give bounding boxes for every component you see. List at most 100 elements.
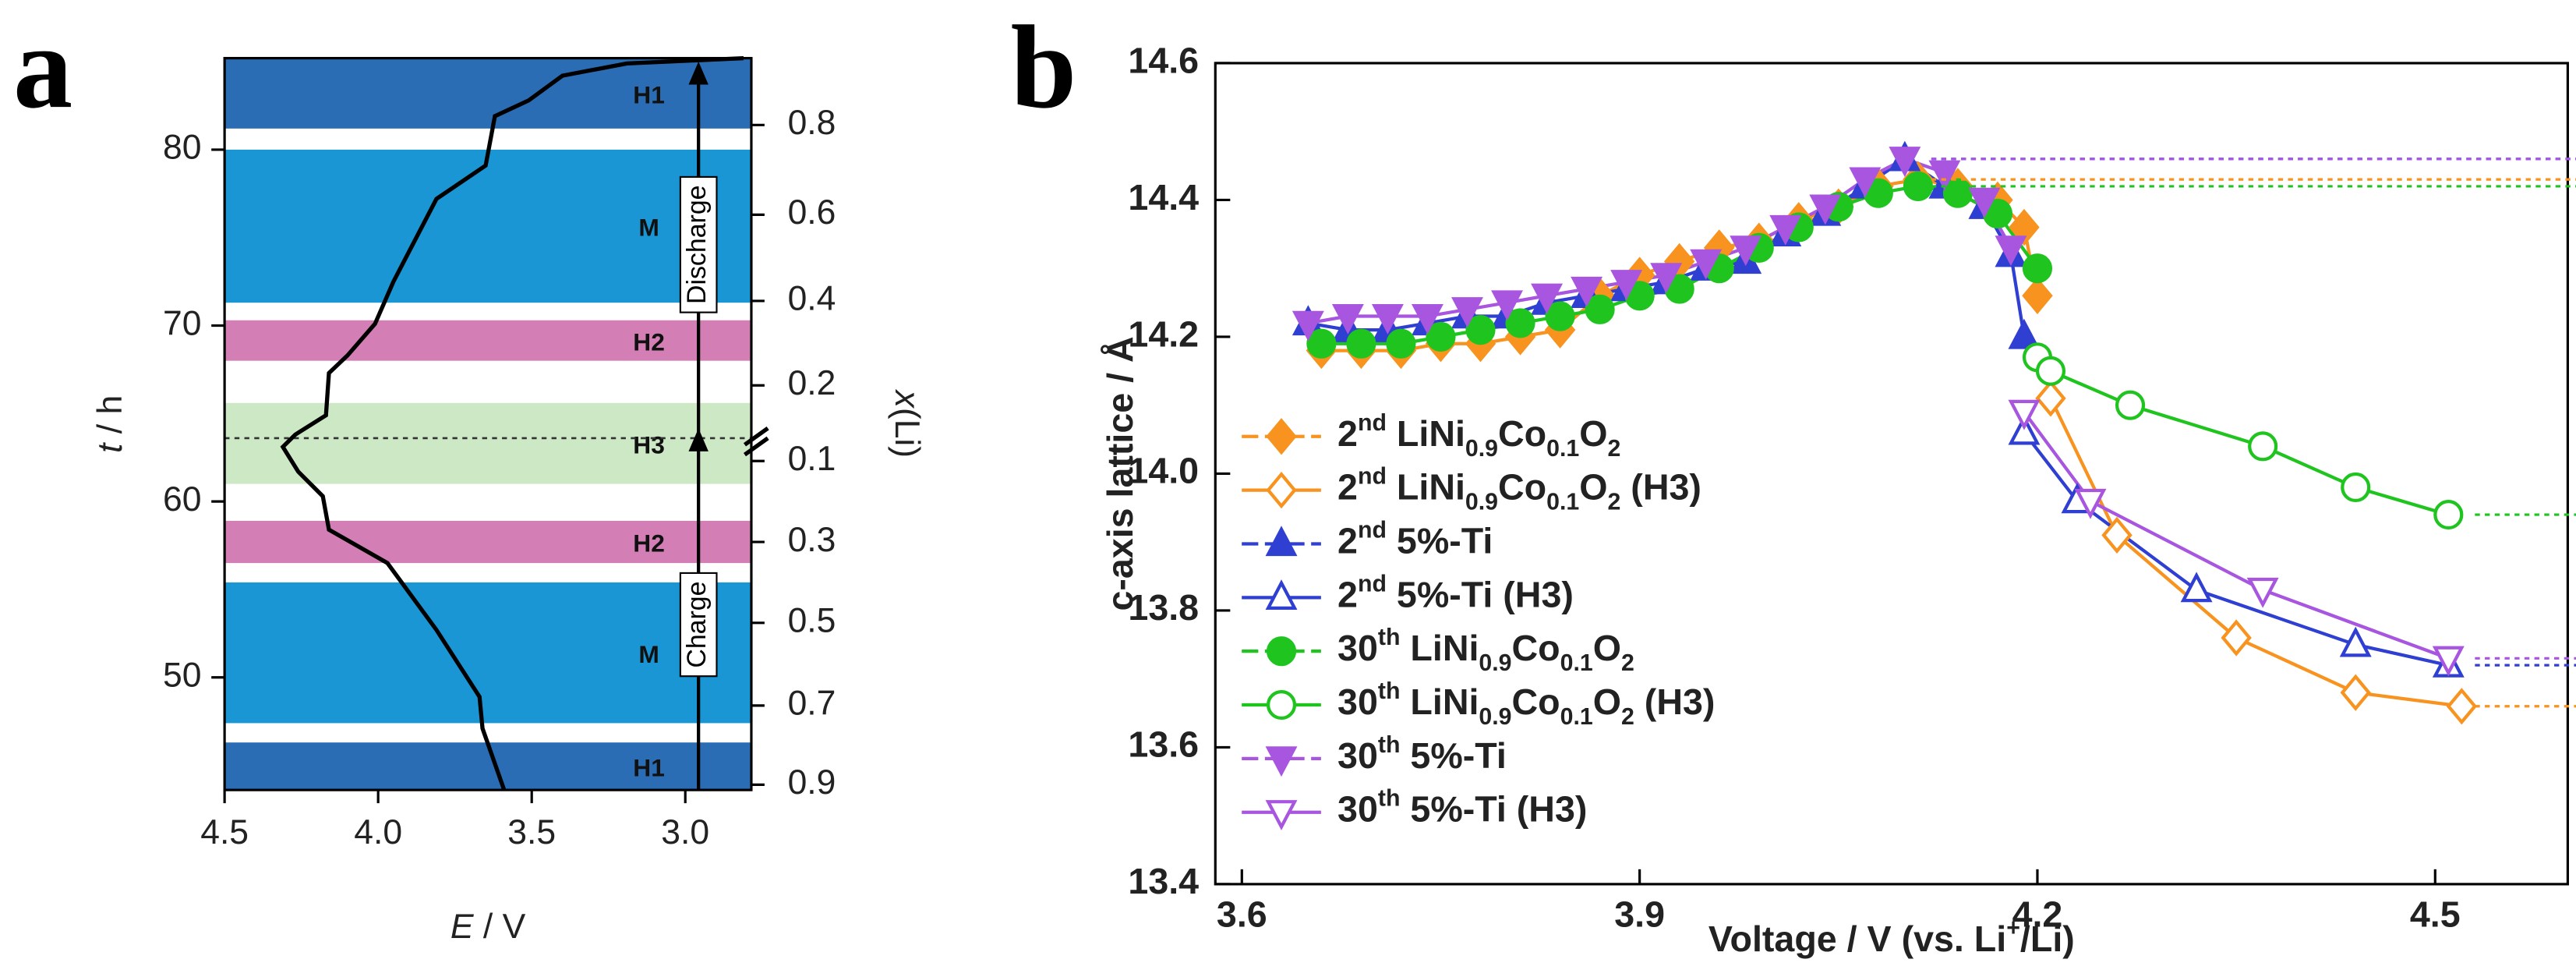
text-part: / V bbox=[474, 908, 526, 946]
text-part: (H3) bbox=[1620, 467, 1701, 508]
marker bbox=[2008, 318, 2041, 349]
x-tick-label: 3.0 bbox=[661, 813, 709, 851]
marker bbox=[2341, 472, 2371, 503]
voltage-curve bbox=[280, 55, 744, 791]
marker bbox=[1730, 235, 1762, 267]
marker bbox=[1903, 171, 1933, 201]
axis-break bbox=[743, 427, 769, 457]
marker bbox=[2248, 431, 2278, 462]
marker bbox=[2115, 390, 2146, 420]
x-tick-label: 4.0 bbox=[354, 813, 402, 851]
y-axis-label: t / h bbox=[91, 395, 129, 453]
x-tick-label: 4.5 bbox=[200, 813, 249, 851]
y2-tick-label: 0.3 bbox=[788, 521, 836, 559]
arrow-head bbox=[688, 61, 708, 85]
text-part: 2 bbox=[1608, 489, 1621, 515]
text-part: 5%-Ti (H3) bbox=[1400, 789, 1587, 830]
direction-label: Charge bbox=[682, 582, 712, 668]
marker bbox=[1505, 308, 1535, 338]
legend-marker bbox=[1266, 689, 1297, 720]
text-part: 0.1 bbox=[1560, 704, 1593, 730]
text-part: th bbox=[1378, 678, 1401, 704]
text-part: /Li) bbox=[2020, 919, 2075, 959]
legend-marker bbox=[1265, 579, 1298, 611]
marker bbox=[1585, 294, 1615, 324]
text-part: 0.9 bbox=[1465, 435, 1498, 461]
marker bbox=[1531, 283, 1564, 314]
label-box bbox=[679, 572, 718, 678]
text-part: 30 bbox=[1337, 789, 1378, 830]
y-tick-label: 60 bbox=[163, 480, 201, 519]
text-part: 0.9 bbox=[1479, 650, 1511, 676]
marker bbox=[1849, 167, 1882, 198]
marker bbox=[1690, 249, 1723, 280]
marker bbox=[2339, 626, 2372, 657]
legend-marker bbox=[1266, 471, 1297, 509]
y-tick-label: 14.2 bbox=[1128, 313, 1199, 354]
band-label: H1 bbox=[633, 80, 665, 108]
label-box bbox=[679, 175, 718, 313]
y-tick-label: 50 bbox=[163, 657, 201, 695]
text-part: O bbox=[1579, 413, 1607, 454]
marker bbox=[2009, 208, 2040, 246]
y2-tick-label: 0.8 bbox=[788, 104, 836, 142]
text-part: 2 bbox=[1337, 467, 1358, 508]
text-part: 2 bbox=[1337, 575, 1358, 615]
arrow-head bbox=[688, 428, 708, 451]
y2-tick-label: 0.6 bbox=[788, 193, 836, 232]
marker bbox=[1331, 303, 1364, 335]
phase-band bbox=[224, 58, 751, 129]
marker bbox=[2035, 356, 2066, 386]
legend-label: 30th 5%-Ti (H3) bbox=[1337, 785, 1587, 830]
band-label: M bbox=[638, 214, 659, 242]
marker bbox=[2035, 380, 2066, 417]
y-tick-label: 70 bbox=[163, 304, 201, 342]
marker bbox=[1346, 328, 1376, 359]
y-tick-label: 13.8 bbox=[1128, 587, 1199, 628]
marker bbox=[1386, 328, 1416, 359]
band-label: H2 bbox=[633, 327, 665, 356]
marker bbox=[1809, 194, 1842, 225]
marker bbox=[1306, 328, 1337, 359]
band-label: H1 bbox=[633, 753, 665, 781]
text-part: Co bbox=[1498, 413, 1546, 454]
text-part: 0.9 bbox=[1479, 704, 1511, 730]
panel-letter: b bbox=[1011, 1, 1077, 133]
y2-tick-label: 0.5 bbox=[788, 602, 836, 640]
x-tick-label: 3.5 bbox=[507, 813, 556, 851]
legend-marker bbox=[1265, 800, 1298, 830]
legend-label: 30th LiNi0.9Co0.1O2 (H3) bbox=[1337, 678, 1715, 730]
marker bbox=[1889, 147, 1921, 177]
text-part: (Li) bbox=[888, 408, 926, 458]
marker bbox=[1769, 214, 1802, 246]
y-tick-label: 14.4 bbox=[1128, 177, 1199, 218]
marker bbox=[1928, 160, 1961, 191]
legend-label: 30th 5%-Ti bbox=[1337, 731, 1507, 776]
marker bbox=[1412, 303, 1443, 335]
marker bbox=[2074, 488, 2107, 519]
marker bbox=[1995, 235, 2027, 267]
phase-band bbox=[224, 320, 751, 361]
x-tick-label: 4.2 bbox=[2012, 894, 2063, 935]
x-tick-label: 4.5 bbox=[2410, 894, 2461, 935]
text-part: LiNi bbox=[1400, 628, 1479, 668]
marker bbox=[1610, 270, 1643, 300]
marker bbox=[1650, 263, 1683, 294]
text-part: 30 bbox=[1337, 735, 1378, 776]
text-part: x bbox=[888, 389, 926, 409]
text-part: 2 bbox=[1621, 704, 1634, 730]
text-part: 2 bbox=[1608, 435, 1621, 461]
text-part: LiNi bbox=[1387, 467, 1465, 508]
y-tick-label: 80 bbox=[163, 129, 201, 167]
phase-band bbox=[224, 402, 751, 484]
text-part: 2 bbox=[1337, 413, 1358, 454]
marker bbox=[1968, 187, 2001, 218]
y2-tick-label: 0.9 bbox=[788, 763, 836, 802]
text-part: 2 bbox=[1337, 521, 1358, 561]
text-part: / h bbox=[91, 395, 129, 444]
legend-marker bbox=[1265, 526, 1298, 557]
marker bbox=[2221, 619, 2252, 657]
marker bbox=[1491, 290, 1523, 321]
marker bbox=[1465, 315, 1496, 345]
